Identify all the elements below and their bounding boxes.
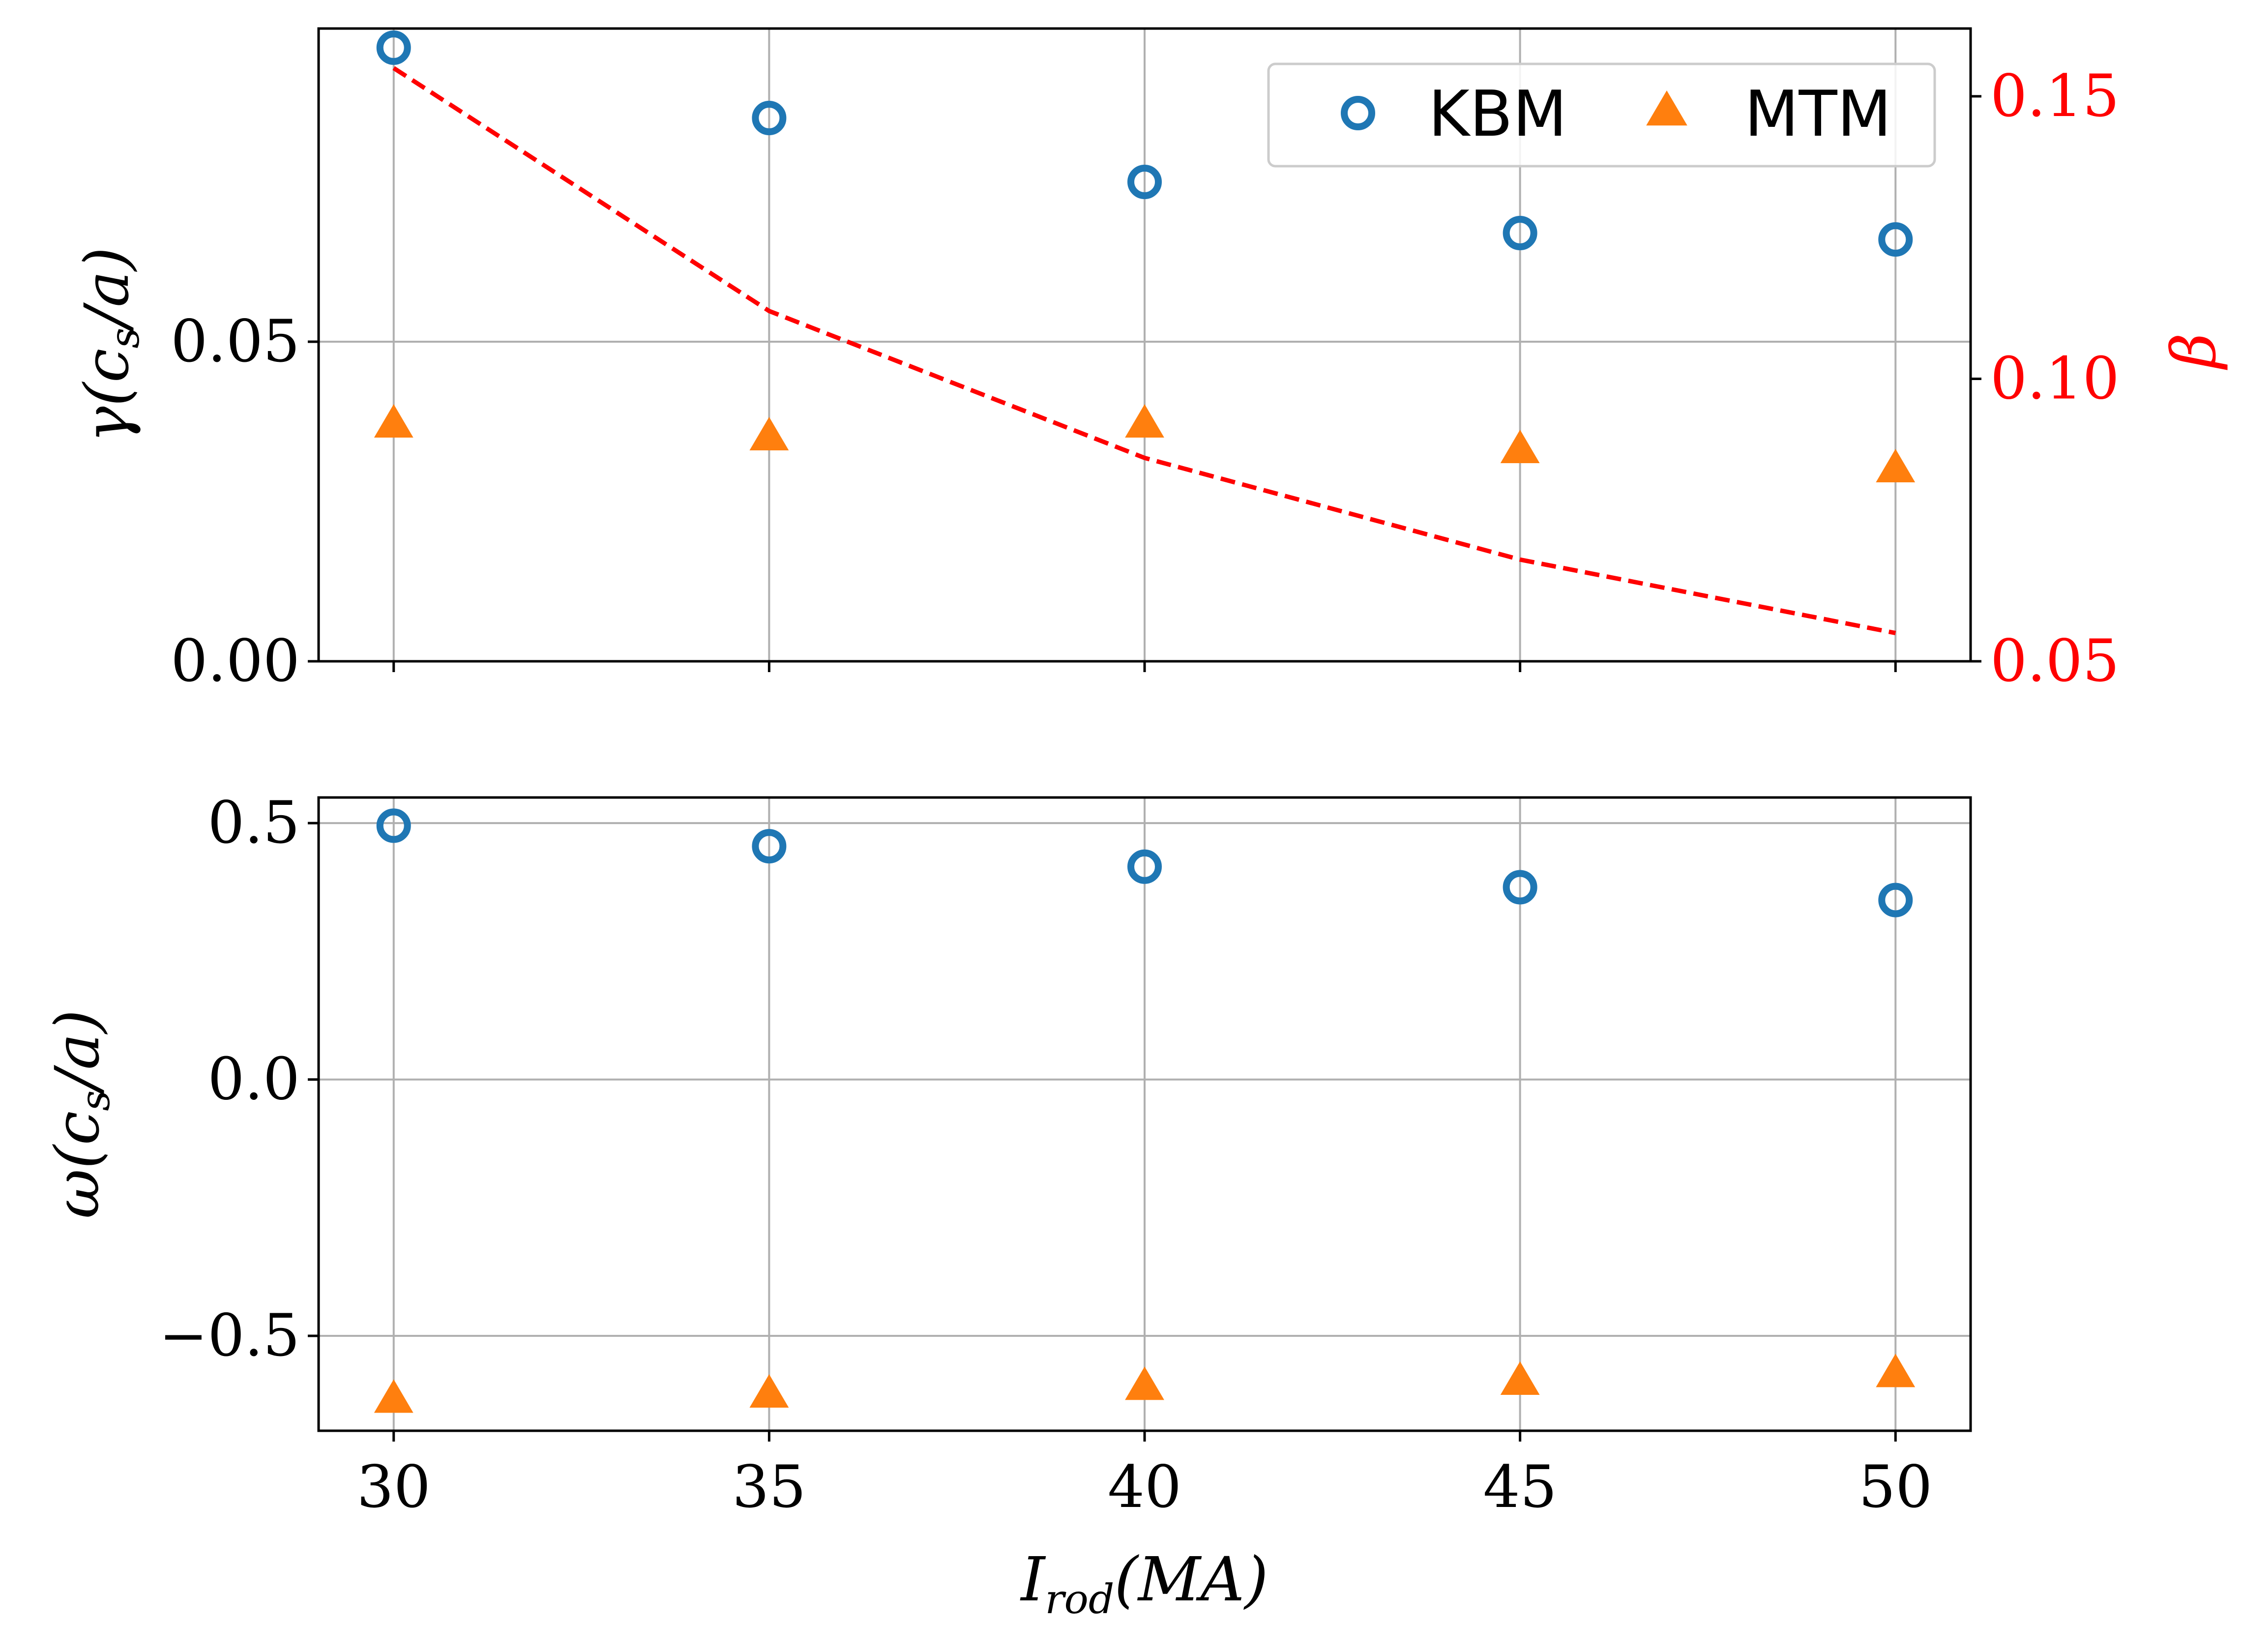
- top-secondary-y-ticks: 0.05 0.10 0.15: [1971, 62, 2120, 695]
- y-tick-label: 0.5: [207, 789, 300, 856]
- top-x-ticks: [392, 661, 1897, 672]
- bottom-x-ticks: 30 35 40 45 50: [357, 1431, 1932, 1521]
- x-tick-label: 35: [732, 1453, 806, 1521]
- y-tick-label: 0.00: [171, 627, 300, 695]
- kbm-point: [1878, 222, 1913, 257]
- x-tick-label: 40: [1108, 1453, 1181, 1521]
- legend-kbm-label: KBM: [1428, 78, 1567, 151]
- legend-kbm-marker: [1341, 96, 1375, 130]
- legend: KBM MTM: [1267, 62, 1936, 168]
- y2-tick-label: 0.10: [1990, 344, 2120, 412]
- beta-dashed-line: [392, 66, 1896, 635]
- kbm-point: [1503, 216, 1537, 250]
- kbm-point: [1878, 883, 1913, 917]
- top-panel: 0.00 0.05 0.05 0.10 0.15 γ(cs/a) β KBM MTM: [72, 27, 2230, 695]
- mtm-point: [374, 1379, 413, 1413]
- top-marks: [374, 30, 1916, 483]
- bottom-grid: [319, 797, 1971, 1431]
- mtm-point: [374, 404, 413, 438]
- kbm-point: [1503, 870, 1537, 905]
- bottom-x-axis-label: Irod(MA): [1020, 1544, 1268, 1623]
- y2-tick-label: 0.05: [1990, 627, 2120, 695]
- mtm-point: [1500, 430, 1540, 464]
- y-tick-label: 0.0: [207, 1045, 300, 1113]
- bottom-panel: 30 35 40 45 50 −0.5 0.0 0.5 ω(cs/a) Irod(MA): [42, 789, 1972, 1623]
- top-secondary-y-axis-label: β: [2159, 333, 2230, 370]
- kbm-point: [376, 30, 411, 65]
- y2-tick-label: 0.15: [1990, 62, 2120, 130]
- bottom-y-axis-label: ω(cs/a): [42, 1009, 119, 1218]
- kbm-point: [376, 808, 411, 843]
- top-y-axis-label: γ(cs/a): [72, 247, 148, 442]
- mtm-point: [1125, 1366, 1164, 1400]
- top-y-ticks: 0.00 0.05: [171, 307, 319, 695]
- mtm-point: [1876, 1354, 1916, 1387]
- x-tick-label: 30: [357, 1453, 431, 1521]
- kbm-point: [1127, 849, 1162, 884]
- legend-mtm-marker: [1646, 90, 1687, 126]
- y-tick-label: −0.5: [159, 1301, 300, 1369]
- mtm-point: [1500, 1361, 1540, 1395]
- mtm-point: [1125, 404, 1164, 438]
- mtm-point: [749, 1374, 789, 1408]
- legend-box: [1267, 62, 1936, 168]
- x-tick-label: 45: [1483, 1453, 1557, 1521]
- y-tick-label: 0.05: [171, 307, 300, 375]
- bottom-marks: [374, 808, 1916, 1413]
- mtm-point: [749, 417, 789, 451]
- legend-mtm-label: MTM: [1744, 78, 1891, 151]
- x-tick-label: 50: [1858, 1453, 1932, 1521]
- bottom-y-ticks: −0.5 0.0 0.5: [159, 789, 319, 1369]
- kbm-point: [1127, 165, 1162, 199]
- kbm-point: [752, 101, 787, 135]
- mtm-point: [1876, 449, 1916, 483]
- kbm-point: [752, 829, 787, 864]
